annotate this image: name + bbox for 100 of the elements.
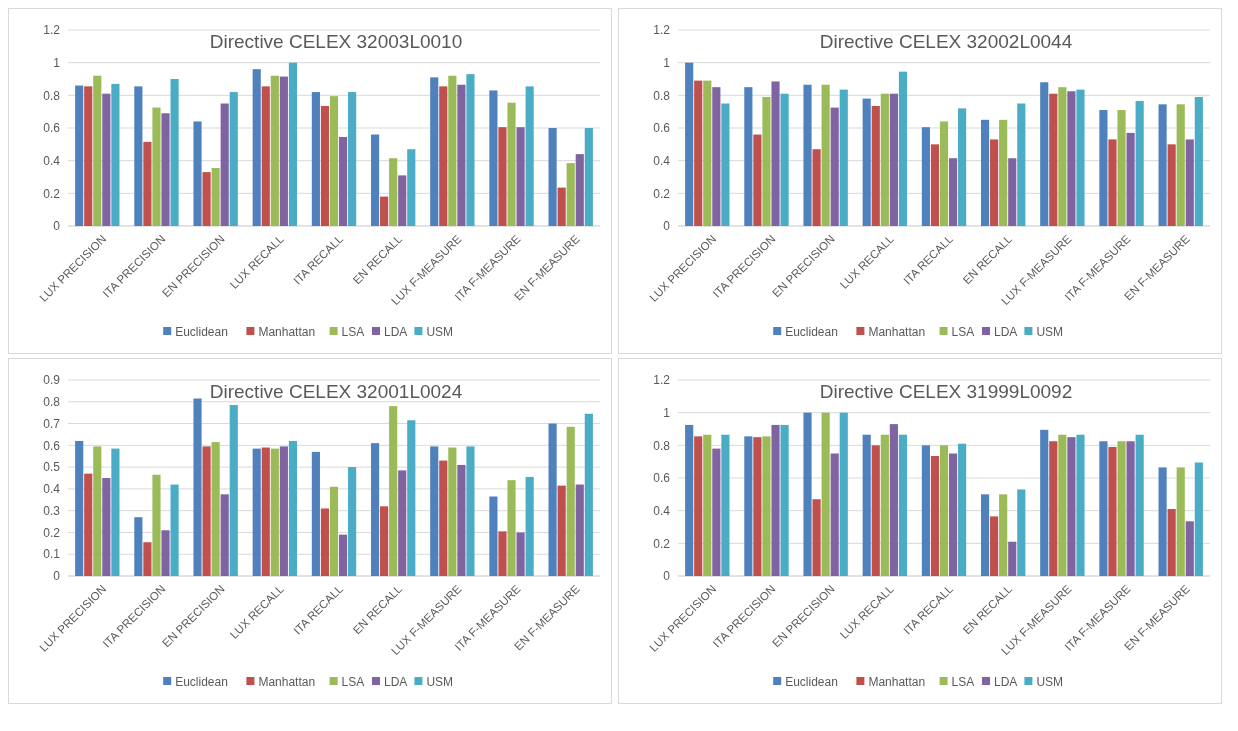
bar	[338, 534, 348, 576]
bar	[220, 494, 229, 576]
bar	[84, 473, 93, 576]
bar	[270, 75, 279, 226]
y-tick-label: 1	[663, 405, 671, 420]
bar	[1176, 104, 1185, 226]
bar	[1067, 91, 1076, 226]
bar	[948, 453, 958, 576]
bar	[930, 144, 940, 226]
bar	[75, 85, 84, 226]
bar	[320, 105, 330, 226]
bar	[939, 121, 949, 226]
y-tick-label: 0.3	[43, 503, 61, 518]
bar	[1176, 467, 1185, 576]
y-tick-label: 0	[53, 569, 61, 584]
legend-label: LDA	[384, 675, 408, 690]
bar	[1076, 434, 1085, 576]
bar	[370, 443, 380, 576]
bar	[862, 98, 871, 226]
y-tick-label: 0.6	[43, 438, 61, 453]
bar	[93, 446, 102, 576]
bar	[871, 445, 880, 576]
bar	[939, 445, 949, 576]
y-tick-label: 1.2	[43, 23, 61, 38]
y-tick-label: 0.4	[43, 482, 61, 497]
legend-label: LDA	[994, 325, 1018, 340]
y-tick-label: 0.7	[43, 416, 61, 431]
legend-label: Euclidean	[175, 675, 228, 690]
bar	[407, 149, 416, 226]
legend-label: LSA	[341, 675, 365, 690]
bar	[703, 434, 712, 576]
bar	[1117, 441, 1126, 576]
legend-label: Manhattan	[868, 675, 926, 690]
bar	[1017, 489, 1026, 576]
bar	[102, 93, 111, 226]
bar	[930, 455, 940, 576]
bar	[830, 107, 839, 226]
bar	[466, 446, 475, 576]
bar	[898, 434, 908, 576]
bar	[712, 448, 721, 576]
y-tick-label: 0.2	[43, 525, 61, 540]
bar	[1158, 104, 1167, 226]
bar	[1185, 139, 1194, 226]
legend-label: LSA	[341, 325, 365, 340]
bar	[525, 86, 534, 226]
bar	[348, 92, 357, 226]
bar	[516, 127, 525, 226]
y-tick-label: 0.8	[653, 88, 671, 103]
legend-label: LSA	[951, 675, 975, 690]
bar	[93, 75, 102, 226]
bar	[193, 398, 202, 576]
y-tick-label: 1	[663, 55, 671, 70]
bar	[1194, 96, 1203, 226]
bar	[448, 447, 457, 576]
bar	[1167, 509, 1176, 576]
bar	[211, 168, 220, 226]
bar	[143, 141, 152, 226]
bar	[398, 175, 407, 226]
bar	[220, 103, 229, 226]
legend-label: USM	[426, 675, 454, 690]
bar	[170, 79, 179, 226]
bar	[1076, 89, 1085, 226]
bar	[430, 446, 439, 576]
y-tick-label: 1	[53, 55, 61, 70]
bar	[753, 437, 762, 576]
bar	[1058, 434, 1067, 576]
bar	[279, 76, 288, 226]
bar	[948, 158, 958, 226]
bar	[812, 149, 821, 226]
y-tick-label: 0.9	[43, 373, 61, 388]
bar	[803, 84, 812, 226]
bar	[311, 451, 320, 576]
bar	[1099, 110, 1108, 226]
bar	[812, 499, 821, 576]
bar	[921, 127, 930, 226]
chart-title: Directive CELEX 32002L0044	[819, 31, 1073, 52]
legend-label: Manhattan	[868, 325, 926, 340]
bar	[211, 442, 220, 576]
bar	[694, 436, 703, 576]
bar	[958, 108, 967, 226]
bar	[889, 93, 898, 226]
bar	[134, 86, 143, 226]
bar	[980, 119, 990, 226]
bar	[771, 424, 780, 576]
y-tick-label: 0	[53, 219, 61, 234]
bar	[170, 484, 179, 576]
bar	[270, 448, 279, 576]
bar	[575, 154, 584, 226]
bar	[762, 96, 771, 226]
y-tick-label: 0.4	[653, 153, 671, 168]
bar	[1049, 441, 1058, 576]
y-tick-label: 0.8	[653, 438, 671, 453]
bar	[457, 464, 466, 576]
bar	[193, 121, 202, 226]
bar	[279, 446, 288, 576]
bar	[999, 119, 1008, 226]
y-tick-label: 0.6	[653, 121, 671, 136]
bar	[744, 87, 753, 226]
bar	[1008, 158, 1017, 226]
bar	[457, 84, 466, 226]
